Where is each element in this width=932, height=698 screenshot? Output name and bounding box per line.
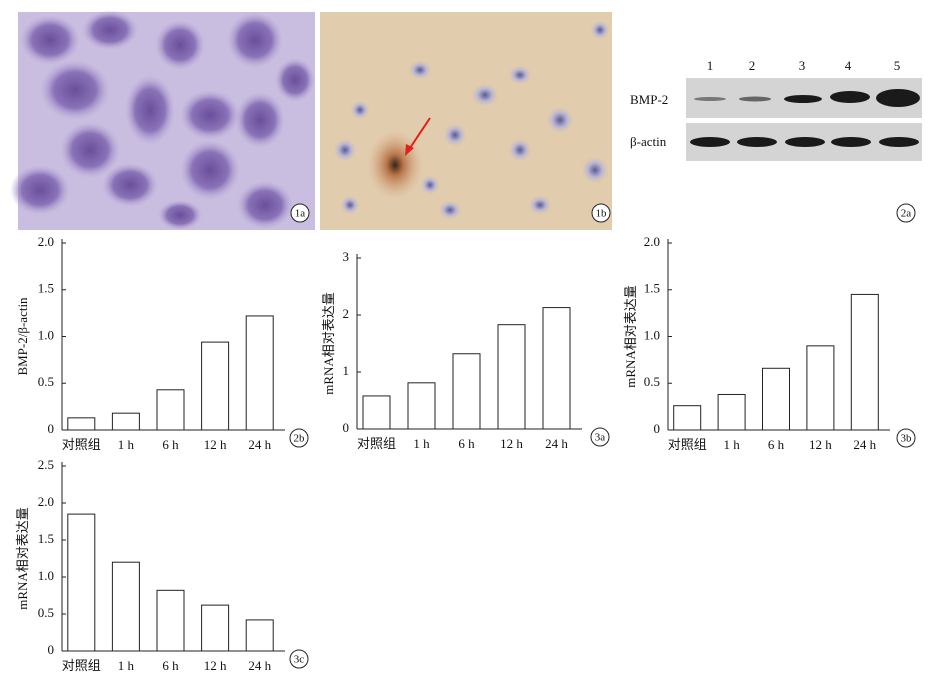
- y-tick-label: 1.0: [644, 327, 660, 342]
- panel-label: 1b: [596, 208, 608, 220]
- y-tick-label: 1.0: [38, 568, 54, 583]
- x-tick-label: 6 h: [162, 658, 179, 673]
- y-tick-label: 0.5: [38, 605, 54, 620]
- bar: [850, 293, 879, 431]
- bar: [245, 619, 274, 652]
- x-tick-label: 12 h: [204, 437, 227, 452]
- x-tick-label: 12 h: [500, 436, 523, 451]
- bar: [673, 405, 702, 431]
- x-tick-label: 1 h: [118, 437, 135, 452]
- panel-label: 3a: [595, 432, 606, 444]
- x-tick-label: 对照组: [668, 437, 707, 452]
- y-tick-label: 0.5: [38, 374, 54, 389]
- panel-label-circle: [289, 649, 309, 669]
- y-axis-label: mRNA相对表达量: [321, 292, 336, 395]
- bar: [542, 307, 571, 430]
- bar: [156, 589, 185, 652]
- y-tick-label: 0: [343, 420, 350, 435]
- y-tick-label: 0: [48, 642, 55, 657]
- bar: [452, 353, 481, 430]
- x-tick-label: 24 h: [248, 437, 271, 452]
- bar-chart: 0 0.5 1.0 1.5 2.0 BMP-2/β-actin 对照组 1 h 6 h 12 h 2…: [15, 234, 309, 452]
- panel-label: 1a: [295, 208, 306, 220]
- panel-label-circle: [289, 428, 309, 448]
- bar: [245, 315, 274, 431]
- y-tick-label: 1: [343, 363, 350, 378]
- y-tick-label: 3: [343, 249, 350, 264]
- x-tick-label: 对照组: [62, 437, 101, 452]
- lane-label: 4: [845, 58, 852, 73]
- panel-label-circle: [896, 428, 916, 448]
- y-axis-label: mRNA相对表达量: [623, 285, 638, 388]
- y-tick-label: 1.5: [38, 531, 54, 546]
- bar: [717, 393, 746, 431]
- lane-label: 2: [749, 58, 756, 73]
- bar: [497, 324, 526, 430]
- western-blot: 1 2 3 4 5 BMP-2 β-actin 2a: [630, 58, 922, 223]
- bar: [67, 417, 96, 431]
- panel-label: 2a: [901, 208, 912, 220]
- lane-label: 5: [894, 58, 901, 73]
- bar: [201, 341, 230, 431]
- row-label: BMP-2: [630, 92, 668, 107]
- x-tick-label: 对照组: [62, 658, 101, 673]
- bar: [111, 561, 140, 652]
- y-axis-label: mRNA相对表达量: [15, 507, 30, 610]
- bar: [407, 382, 436, 430]
- x-tick-label: 24 h: [545, 436, 568, 451]
- x-tick-label: 24 h: [853, 437, 876, 452]
- x-tick-label: 1 h: [118, 658, 135, 673]
- y-tick-label: 1.5: [38, 281, 54, 296]
- x-tick-label: 6 h: [162, 437, 179, 452]
- panel-label-circle: [590, 427, 610, 447]
- x-tick-label: 对照组: [357, 436, 396, 451]
- y-tick-label: 2.0: [644, 234, 660, 249]
- y-tick-label: 1.0: [38, 327, 54, 342]
- bar: [156, 389, 185, 431]
- y-tick-label: 0.5: [644, 374, 660, 389]
- y-axis-label: BMP-2/β-actin: [15, 297, 30, 376]
- row-label: β-actin: [630, 134, 667, 149]
- y-tick-label: 1.5: [644, 281, 660, 296]
- lane-label: 3: [799, 58, 806, 73]
- y-tick-label: 2.5: [38, 457, 54, 472]
- bar: [67, 513, 96, 652]
- y-tick-label: 2: [343, 306, 350, 321]
- bar: [762, 367, 790, 431]
- panel-label: 2b: [294, 433, 306, 445]
- panel-label: 3c: [294, 654, 305, 666]
- lane-label: 1: [707, 58, 714, 73]
- x-tick-label: 24 h: [248, 658, 271, 673]
- x-tick-label: 1 h: [413, 436, 430, 451]
- x-tick-label: 1 h: [723, 437, 740, 452]
- x-tick-label: 6 h: [768, 437, 785, 452]
- y-tick-label: 2.0: [38, 234, 54, 249]
- bar: [806, 345, 835, 431]
- bar: [201, 604, 230, 652]
- bar: [362, 395, 391, 430]
- y-tick-label: 2.0: [38, 494, 54, 509]
- y-tick-label: 0: [48, 421, 55, 436]
- x-tick-label: 12 h: [204, 658, 227, 673]
- bar: [111, 412, 140, 431]
- x-tick-label: 12 h: [809, 437, 832, 452]
- x-tick-label: 6 h: [458, 436, 475, 451]
- y-tick-label: 0: [654, 421, 661, 436]
- image-1a: 1a: [10, 10, 315, 230]
- image-1b: 1b: [320, 12, 612, 230]
- panel-label: 3b: [901, 433, 913, 445]
